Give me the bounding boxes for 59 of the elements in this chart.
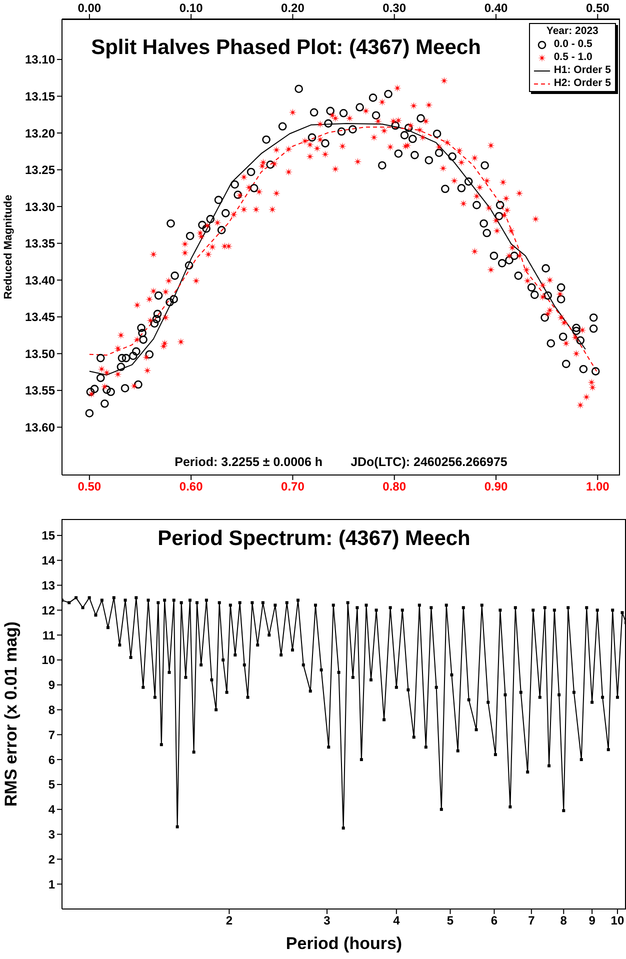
x-tick-label: 6	[490, 914, 498, 928]
x-tick-label: 9	[588, 914, 596, 928]
text: Split Halves Phased Plot: (4367) Meech	[90, 36, 482, 60]
y-tick-label: 5	[48, 778, 56, 792]
x-tick-label: 0.80	[382, 480, 406, 494]
x-tick-label: 3	[324, 914, 331, 928]
x2-tick-label: 0.40	[484, 1, 508, 15]
x-tick-label: 0.90	[484, 480, 508, 494]
y-tick-label: 13.50	[24, 346, 56, 361]
x-tick-label: 0.50	[78, 480, 102, 494]
y-axis-title: Reduced Magnitude	[2, 194, 14, 300]
x-tick-label: 5	[446, 914, 454, 928]
annotation: JDo(LTC): 2460256.266975	[350, 455, 508, 469]
y-tick-label: 13.60	[24, 420, 56, 434]
x2-tick-label: 0.30	[382, 1, 406, 15]
y-tick-label: 15	[42, 528, 56, 543]
legend-label: 0.5 - 1.0	[554, 51, 592, 64]
y-axis-title: RMS error (x 0.01 mag)	[1, 621, 20, 807]
x-tick-label: 7	[528, 914, 536, 928]
y-tick-label: 8	[48, 703, 56, 718]
y-tick-label: 13.45	[24, 310, 56, 324]
y-tick-label: 13.40	[24, 273, 56, 288]
y-tick-label: 12	[42, 603, 56, 618]
x-tick-label: 8	[560, 914, 568, 928]
y-tick-label: 11	[42, 628, 56, 642]
legend-label: H2: Order 5	[554, 77, 611, 90]
y-tick-label: 14	[42, 554, 56, 568]
y-tick-label: 13.20	[24, 126, 56, 140]
x-axis-title: Period (hours)	[286, 934, 402, 953]
y-tick-label: 13.35	[24, 236, 56, 251]
x2-tick-label: 0.50	[586, 1, 610, 15]
y-tick-label: 13.10	[24, 52, 56, 67]
y-tick-label: 6	[48, 752, 56, 767]
y-tick-label: 1	[48, 877, 56, 892]
x-tick-label: 1.00	[586, 480, 610, 494]
y-tick-label: 7	[48, 728, 56, 742]
x2-tick-label: 0.20	[281, 1, 305, 15]
x-tick-label: 2	[226, 914, 233, 928]
x-tick-label: 4	[393, 914, 400, 928]
x-tick-label: 0.70	[281, 480, 305, 494]
x2-tick-label: 0.00	[78, 1, 102, 15]
x-tick-label: 10	[610, 914, 624, 928]
x2-tick-label: 0.10	[179, 1, 204, 15]
legend-title: Year: 2023	[545, 25, 600, 38]
y-tick-label: 13	[42, 578, 56, 593]
y-tick-label: 2	[48, 852, 56, 866]
chart-title: Period Spectrum: (4367) Meech	[156, 527, 472, 551]
y-tick-label: 3	[48, 828, 56, 842]
y-tick-label: 9	[48, 678, 56, 692]
legend-label: 0.0 - 0.5	[554, 38, 592, 51]
legend-label: H1: Order 5	[554, 64, 611, 77]
y-tick-label: 4	[48, 802, 56, 817]
annotation: Period: 3.2255 ± 0.0006 h	[174, 455, 323, 469]
y-tick-label: 10	[42, 653, 56, 668]
y-tick-label: 13.15	[24, 89, 56, 104]
x-tick-label: 0.60	[179, 480, 204, 494]
y-tick-label: 13.30	[24, 200, 56, 214]
y-tick-label: 13.55	[24, 384, 56, 398]
y-tick-label: 13.25	[24, 163, 56, 178]
